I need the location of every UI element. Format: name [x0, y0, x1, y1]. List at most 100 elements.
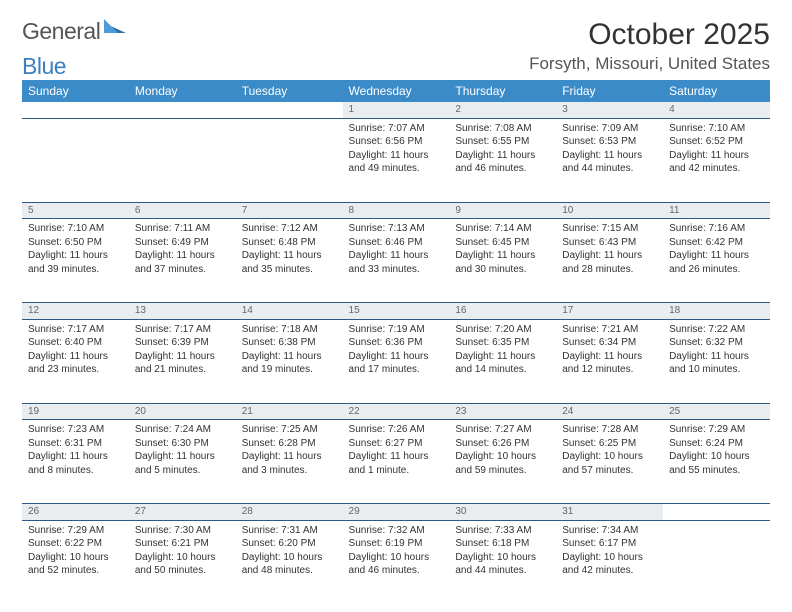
location-text: Forsyth, Missouri, United States	[529, 54, 770, 74]
daynum-row: 1234	[22, 102, 770, 118]
day-cell: Sunrise: 7:21 AMSunset: 6:34 PMDaylight:…	[556, 319, 663, 403]
day-cell: Sunrise: 7:08 AMSunset: 6:55 PMDaylight:…	[449, 118, 556, 202]
week-row: Sunrise: 7:07 AMSunset: 6:56 PMDaylight:…	[22, 118, 770, 202]
day-number: 9	[449, 202, 556, 219]
day-cell: Sunrise: 7:09 AMSunset: 6:53 PMDaylight:…	[556, 118, 663, 202]
day-number: 20	[129, 403, 236, 420]
day-header: Tuesday	[236, 80, 343, 102]
week-row: Sunrise: 7:29 AMSunset: 6:22 PMDaylight:…	[22, 520, 770, 604]
day-number: 29	[343, 504, 450, 521]
day-cell: Sunrise: 7:14 AMSunset: 6:45 PMDaylight:…	[449, 219, 556, 303]
day-details: Sunrise: 7:12 AMSunset: 6:48 PMDaylight:…	[242, 222, 337, 276]
day-header: Saturday	[663, 80, 770, 102]
header-row: General October 2025	[22, 18, 770, 52]
day-cell: Sunrise: 7:15 AMSunset: 6:43 PMDaylight:…	[556, 219, 663, 303]
day-number: 6	[129, 202, 236, 219]
calendar-body: 1234 Sunrise: 7:07 AMSunset: 6:56 PMDayli…	[22, 102, 770, 604]
day-details: Sunrise: 7:14 AMSunset: 6:45 PMDaylight:…	[455, 222, 550, 276]
daynum-row: 567891011	[22, 202, 770, 219]
daynum-row: 262728293031	[22, 504, 770, 521]
day-number: 16	[449, 303, 556, 320]
day-number: 14	[236, 303, 343, 320]
day-number: 17	[556, 303, 663, 320]
day-number	[236, 102, 343, 118]
day-details: Sunrise: 7:34 AMSunset: 6:17 PMDaylight:…	[562, 524, 657, 578]
week-row: Sunrise: 7:10 AMSunset: 6:50 PMDaylight:…	[22, 219, 770, 303]
calendar-head: SundayMondayTuesdayWednesdayThursdayFrid…	[22, 80, 770, 102]
day-cell: Sunrise: 7:32 AMSunset: 6:19 PMDaylight:…	[343, 520, 450, 604]
day-details: Sunrise: 7:13 AMSunset: 6:46 PMDaylight:…	[349, 222, 444, 276]
day-cell: Sunrise: 7:22 AMSunset: 6:32 PMDaylight:…	[663, 319, 770, 403]
day-header: Monday	[129, 80, 236, 102]
day-number: 15	[343, 303, 450, 320]
day-details: Sunrise: 7:33 AMSunset: 6:18 PMDaylight:…	[455, 524, 550, 578]
day-details: Sunrise: 7:25 AMSunset: 6:28 PMDaylight:…	[242, 423, 337, 477]
day-cell: Sunrise: 7:34 AMSunset: 6:17 PMDaylight:…	[556, 520, 663, 604]
day-number: 13	[129, 303, 236, 320]
day-number: 1	[343, 102, 450, 118]
day-cell: Sunrise: 7:24 AMSunset: 6:30 PMDaylight:…	[129, 420, 236, 504]
day-number	[22, 102, 129, 118]
day-cell	[22, 118, 129, 202]
day-cell: Sunrise: 7:33 AMSunset: 6:18 PMDaylight:…	[449, 520, 556, 604]
day-header: Wednesday	[343, 80, 450, 102]
day-number: 23	[449, 403, 556, 420]
day-number: 5	[22, 202, 129, 219]
day-number: 18	[663, 303, 770, 320]
day-number	[129, 102, 236, 118]
day-number: 8	[343, 202, 450, 219]
day-header: Thursday	[449, 80, 556, 102]
brand-word-2: Blue	[22, 53, 66, 80]
day-cell: Sunrise: 7:10 AMSunset: 6:50 PMDaylight:…	[22, 219, 129, 303]
day-cell: Sunrise: 7:12 AMSunset: 6:48 PMDaylight:…	[236, 219, 343, 303]
day-number: 27	[129, 504, 236, 521]
daynum-row: 19202122232425	[22, 403, 770, 420]
day-header: Friday	[556, 80, 663, 102]
day-details: Sunrise: 7:07 AMSunset: 6:56 PMDaylight:…	[349, 122, 444, 176]
day-cell: Sunrise: 7:28 AMSunset: 6:25 PMDaylight:…	[556, 420, 663, 504]
day-cell: Sunrise: 7:29 AMSunset: 6:22 PMDaylight:…	[22, 520, 129, 604]
day-details: Sunrise: 7:18 AMSunset: 6:38 PMDaylight:…	[242, 323, 337, 377]
day-number: 30	[449, 504, 556, 521]
day-details: Sunrise: 7:27 AMSunset: 6:26 PMDaylight:…	[455, 423, 550, 477]
day-number: 11	[663, 202, 770, 219]
day-details: Sunrise: 7:09 AMSunset: 6:53 PMDaylight:…	[562, 122, 657, 176]
day-cell: Sunrise: 7:27 AMSunset: 6:26 PMDaylight:…	[449, 420, 556, 504]
day-number: 7	[236, 202, 343, 219]
day-cell: Sunrise: 7:23 AMSunset: 6:31 PMDaylight:…	[22, 420, 129, 504]
day-details: Sunrise: 7:15 AMSunset: 6:43 PMDaylight:…	[562, 222, 657, 276]
day-number: 3	[556, 102, 663, 118]
brand-word-2-wrap: Blue	[22, 53, 66, 80]
day-cell	[236, 118, 343, 202]
day-details: Sunrise: 7:17 AMSunset: 6:40 PMDaylight:…	[28, 323, 123, 377]
day-number: 10	[556, 202, 663, 219]
day-details: Sunrise: 7:10 AMSunset: 6:50 PMDaylight:…	[28, 222, 123, 276]
day-cell	[129, 118, 236, 202]
day-cell: Sunrise: 7:30 AMSunset: 6:21 PMDaylight:…	[129, 520, 236, 604]
day-number: 12	[22, 303, 129, 320]
day-number: 26	[22, 504, 129, 521]
day-details: Sunrise: 7:21 AMSunset: 6:34 PMDaylight:…	[562, 323, 657, 377]
day-cell: Sunrise: 7:31 AMSunset: 6:20 PMDaylight:…	[236, 520, 343, 604]
day-cell	[663, 520, 770, 604]
day-details: Sunrise: 7:17 AMSunset: 6:39 PMDaylight:…	[135, 323, 230, 377]
day-number: 28	[236, 504, 343, 521]
day-cell: Sunrise: 7:10 AMSunset: 6:52 PMDaylight:…	[663, 118, 770, 202]
day-details: Sunrise: 7:19 AMSunset: 6:36 PMDaylight:…	[349, 323, 444, 377]
day-cell: Sunrise: 7:07 AMSunset: 6:56 PMDaylight:…	[343, 118, 450, 202]
day-number: 31	[556, 504, 663, 521]
day-cell: Sunrise: 7:29 AMSunset: 6:24 PMDaylight:…	[663, 420, 770, 504]
day-cell: Sunrise: 7:11 AMSunset: 6:49 PMDaylight:…	[129, 219, 236, 303]
day-header: Sunday	[22, 80, 129, 102]
week-row: Sunrise: 7:23 AMSunset: 6:31 PMDaylight:…	[22, 420, 770, 504]
day-details: Sunrise: 7:20 AMSunset: 6:35 PMDaylight:…	[455, 323, 550, 377]
day-number: 22	[343, 403, 450, 420]
day-number: 2	[449, 102, 556, 118]
calendar-page: General October 2025 Blue Forsyth, Misso…	[0, 0, 792, 604]
day-number: 21	[236, 403, 343, 420]
day-cell: Sunrise: 7:16 AMSunset: 6:42 PMDaylight:…	[663, 219, 770, 303]
day-details: Sunrise: 7:16 AMSunset: 6:42 PMDaylight:…	[669, 222, 764, 276]
day-details: Sunrise: 7:31 AMSunset: 6:20 PMDaylight:…	[242, 524, 337, 578]
page-title: October 2025	[588, 18, 770, 52]
day-details: Sunrise: 7:30 AMSunset: 6:21 PMDaylight:…	[135, 524, 230, 578]
